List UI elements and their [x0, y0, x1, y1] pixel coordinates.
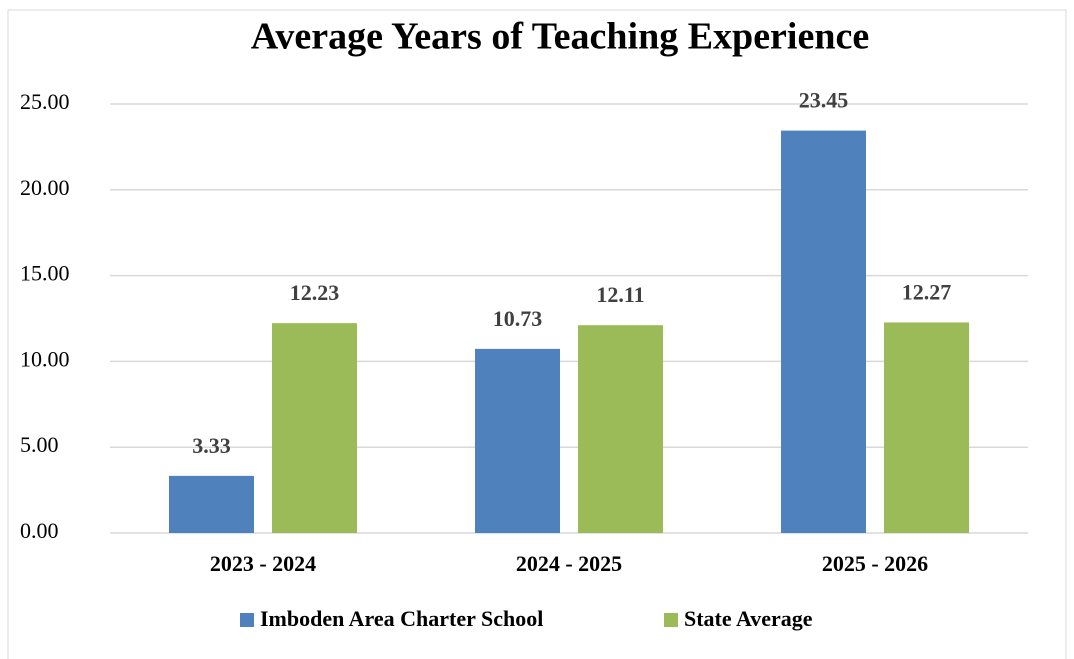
- legend-label: Imboden Area Charter School: [260, 606, 543, 631]
- legend-swatch: [664, 613, 678, 627]
- y-tick-label: 25.00: [20, 89, 70, 114]
- bar: [169, 475, 254, 533]
- bar: [884, 322, 969, 533]
- bar: [475, 348, 560, 533]
- bar: [272, 323, 357, 533]
- y-tick-label: 20.00: [20, 175, 70, 200]
- bar: [578, 325, 663, 533]
- bar: [781, 130, 866, 533]
- y-tick-label: 0.00: [20, 518, 59, 543]
- value-label: 12.11: [596, 282, 644, 307]
- value-label: 3.33: [192, 433, 231, 458]
- legend-label: State Average: [684, 606, 813, 631]
- y-tick-label: 5.00: [20, 432, 59, 457]
- y-tick-label: 10.00: [20, 346, 70, 371]
- value-label: 10.73: [493, 306, 543, 331]
- y-tick-label: 15.00: [20, 261, 70, 286]
- chart-title: Average Years of Teaching Experience: [251, 16, 869, 58]
- legend-swatch: [240, 613, 254, 627]
- value-label: 12.23: [290, 280, 340, 305]
- x-tick-label: 2023 - 2024: [210, 551, 316, 576]
- x-tick-label: 2024 - 2025: [516, 551, 622, 576]
- value-label: 12.27: [902, 279, 952, 304]
- x-tick-label: 2025 - 2026: [822, 551, 928, 576]
- value-label: 23.45: [799, 88, 849, 113]
